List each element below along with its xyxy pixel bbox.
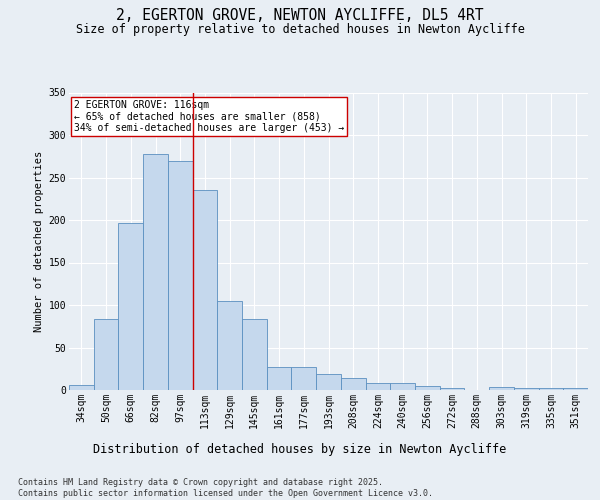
Bar [514,388,539,390]
Text: Contains HM Land Registry data © Crown copyright and database right 2025.
Contai: Contains HM Land Registry data © Crown c… [18,478,433,498]
Bar [415,386,440,390]
Bar [217,300,242,390]
Bar [440,388,464,390]
Bar [242,320,267,390]
Bar [292,367,316,390]
Bar [390,383,415,390]
Text: Distribution of detached houses by size in Newton Aycliffe: Distribution of detached houses by size … [94,442,506,456]
Y-axis label: Number of detached properties: Number of detached properties [34,150,44,332]
Bar [539,388,563,390]
Bar [489,388,514,390]
Text: 2 EGERTON GROVE: 116sqm
← 65% of detached houses are smaller (858)
34% of semi-d: 2 EGERTON GROVE: 116sqm ← 65% of detache… [74,100,344,133]
Bar [267,367,292,390]
Bar [143,154,168,390]
Bar [563,388,588,390]
Bar [168,160,193,390]
Bar [193,190,217,390]
Bar [94,320,118,390]
Bar [341,378,365,390]
Bar [69,385,94,390]
Text: 2, EGERTON GROVE, NEWTON AYCLIFFE, DL5 4RT: 2, EGERTON GROVE, NEWTON AYCLIFFE, DL5 4… [116,8,484,24]
Bar [316,374,341,390]
Bar [365,383,390,390]
Bar [118,224,143,390]
Text: Size of property relative to detached houses in Newton Aycliffe: Size of property relative to detached ho… [76,22,524,36]
